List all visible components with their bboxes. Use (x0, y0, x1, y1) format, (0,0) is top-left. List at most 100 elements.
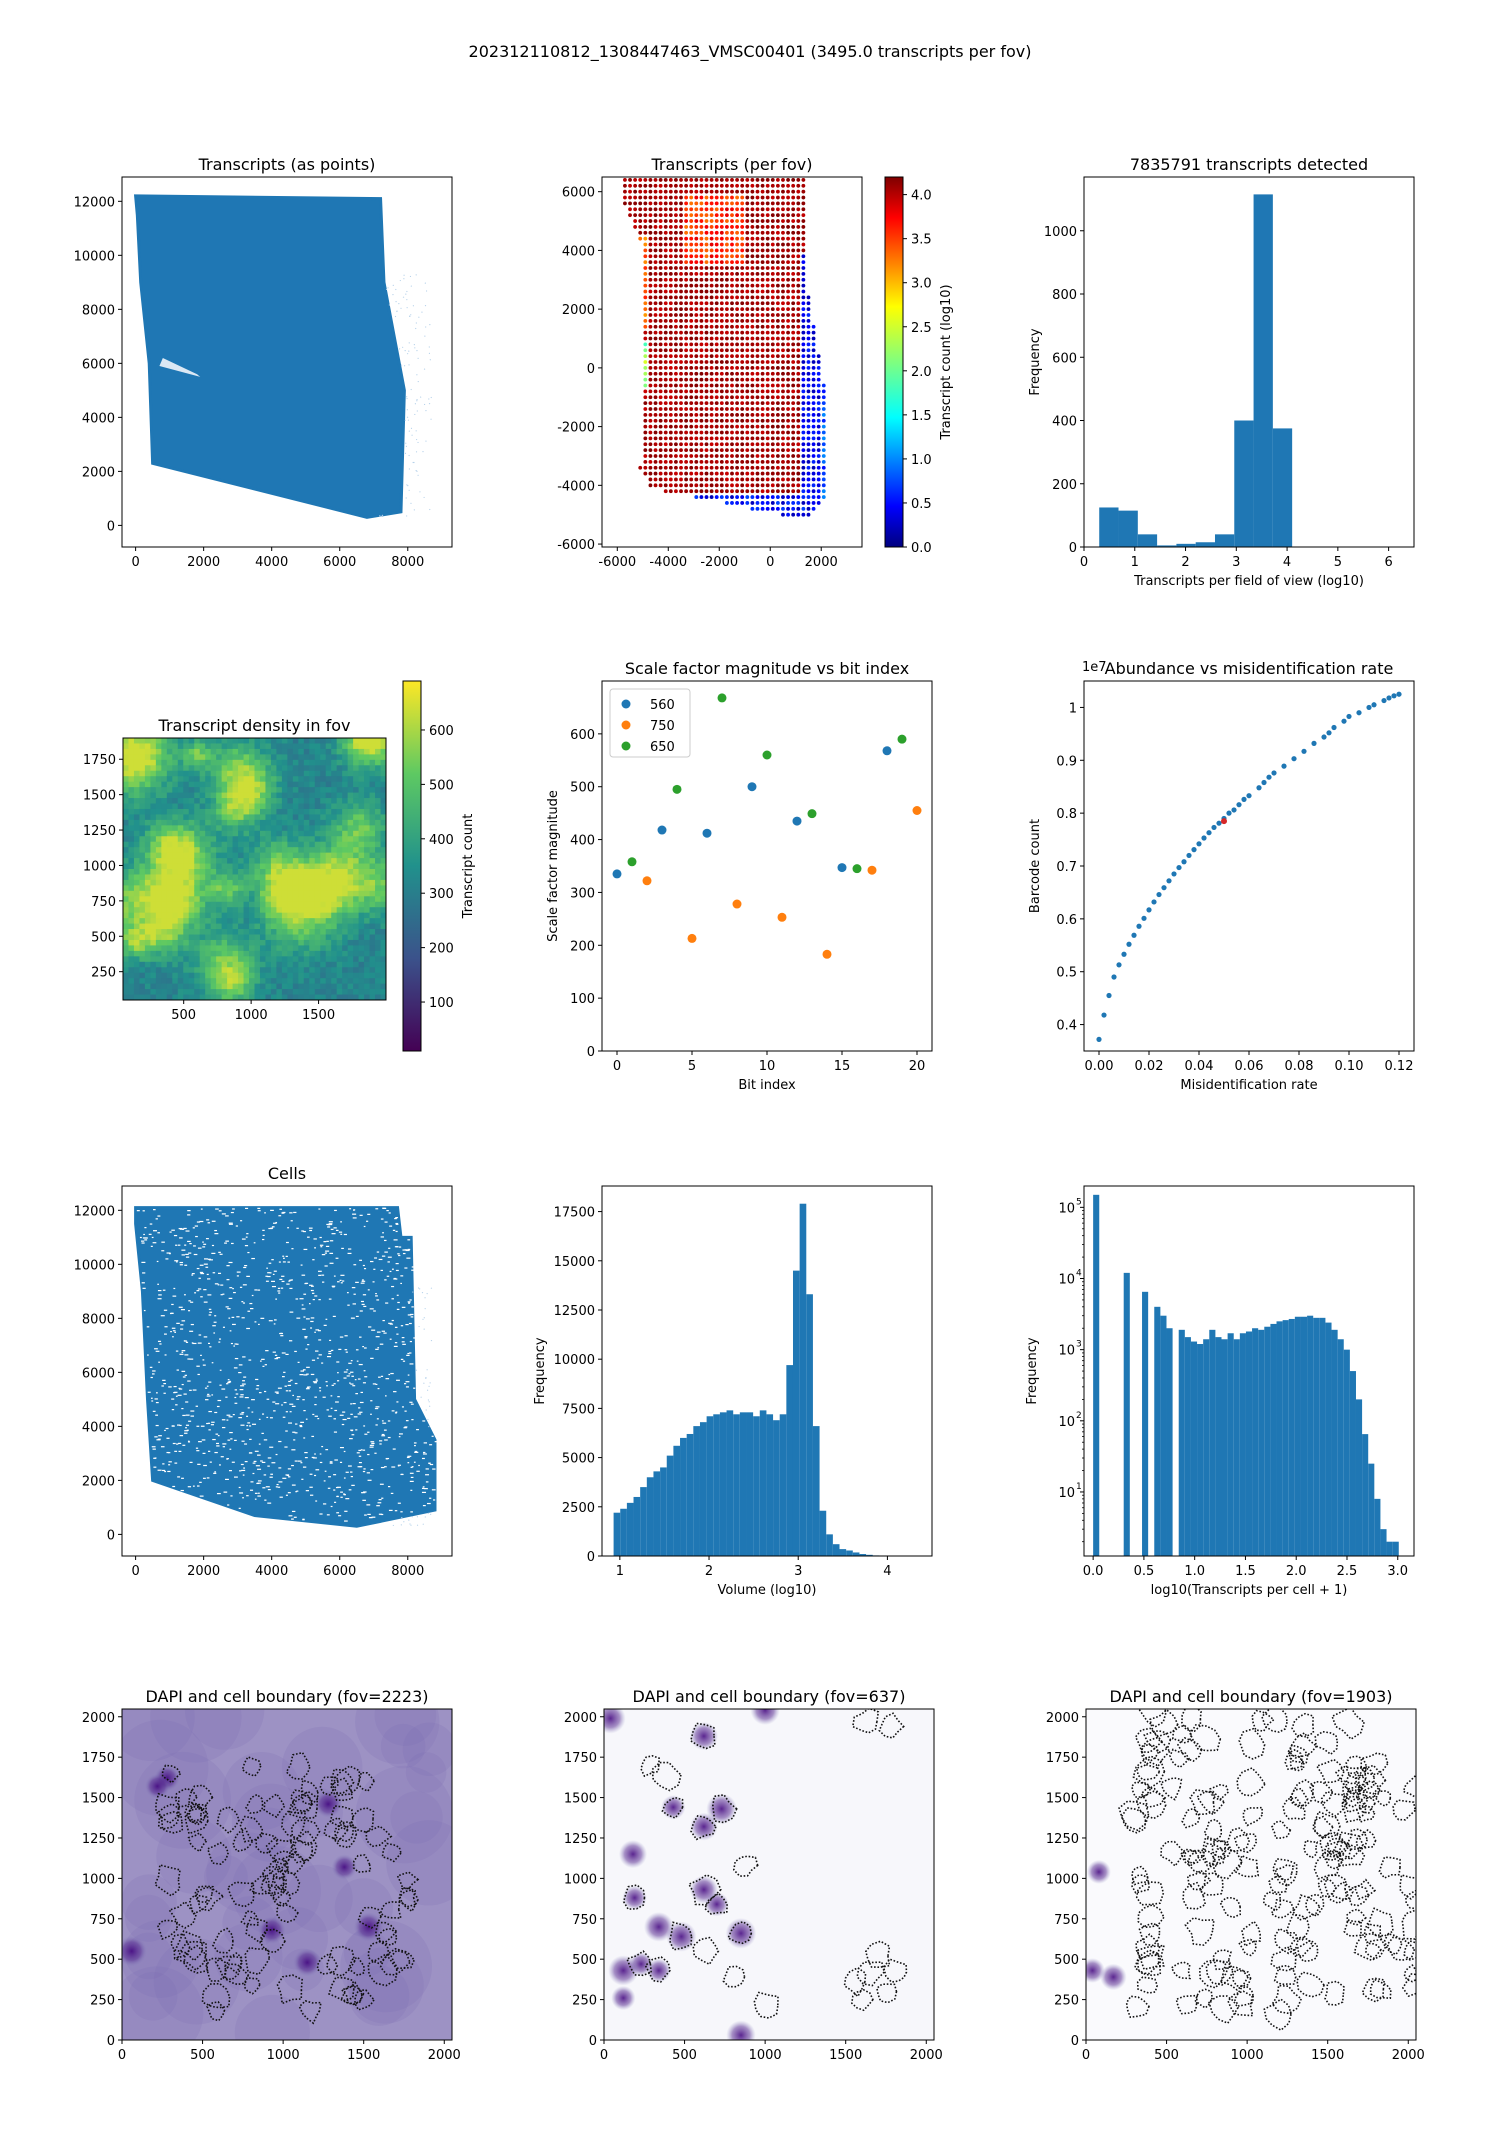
fov-point (821, 471, 826, 476)
density-cell (205, 956, 212, 963)
density-cell (216, 858, 223, 865)
fov-point (658, 219, 663, 223)
fov-point (668, 195, 673, 200)
cell-gap (395, 1223, 399, 1225)
density-cell (364, 907, 371, 914)
fov-point (648, 189, 653, 194)
density-cell (314, 907, 321, 914)
density-cell (205, 945, 212, 952)
fov-point (740, 236, 745, 241)
density-cell (249, 836, 255, 843)
data-point (1166, 878, 1172, 884)
density-cell (210, 923, 217, 930)
cell-gap (185, 1414, 190, 1416)
fov-point (730, 213, 734, 218)
density-cell (123, 841, 129, 848)
fov-point (811, 383, 816, 388)
density-cell (172, 759, 179, 766)
density-cell (331, 787, 338, 794)
fov-point (679, 213, 683, 218)
fov-point (735, 389, 739, 394)
fov-point (801, 501, 806, 505)
fov-point (816, 383, 821, 388)
fov-point (668, 236, 673, 241)
density-cell (303, 918, 310, 925)
fov-point (725, 301, 729, 306)
colorbar-tick-label: 600 (429, 724, 454, 739)
density-cell (320, 781, 327, 788)
fov-point (770, 318, 775, 323)
fov-point (648, 183, 653, 188)
fov-point (786, 365, 790, 370)
fov-point (781, 330, 785, 335)
fov-point (801, 189, 806, 194)
fov-point (668, 266, 673, 270)
density-cell (161, 983, 168, 990)
density-cell (205, 858, 212, 865)
density-cell (205, 776, 212, 783)
density-cell (123, 787, 129, 794)
density-cell (265, 923, 272, 930)
fov-point (714, 195, 719, 200)
density-cell (320, 787, 327, 794)
density-cell (298, 803, 305, 810)
fov-point (704, 360, 709, 364)
density-cell (276, 879, 283, 886)
fov-point (811, 418, 816, 423)
density-cell (276, 956, 283, 963)
fov-point (725, 277, 729, 282)
y-tick-label: 200 (570, 939, 595, 954)
cell-gap (254, 1450, 259, 1452)
fov-point (674, 448, 678, 452)
fov-point (811, 324, 816, 329)
fov-point (699, 307, 704, 312)
density-cell (144, 896, 151, 903)
density-cell (336, 792, 343, 799)
density-cell (243, 929, 250, 935)
fov-point (714, 442, 719, 447)
density-cell (375, 781, 382, 788)
density-cell (254, 798, 261, 804)
fov-point (689, 219, 694, 223)
cell-gap (421, 1487, 425, 1489)
density-cell (249, 776, 255, 783)
density-cell (249, 967, 255, 974)
density-cell (172, 967, 179, 974)
density-cell (292, 945, 299, 952)
fov-point (730, 448, 734, 452)
fov-point (684, 213, 689, 218)
fov-point (770, 501, 775, 505)
density-cell (188, 787, 195, 794)
fov-point (750, 272, 755, 276)
data-point (1236, 802, 1242, 808)
density-cell (216, 808, 223, 815)
data-point (1321, 734, 1327, 740)
density-cell (314, 912, 321, 919)
density-cell (358, 792, 365, 799)
density-cell (298, 961, 305, 968)
density-cell (199, 770, 206, 777)
density-cell (276, 983, 283, 990)
density-cell (139, 983, 146, 990)
subplot-title: Transcript density in fov (158, 716, 351, 735)
density-cell (320, 956, 327, 963)
density-cell (161, 765, 168, 772)
fov-point (811, 365, 816, 370)
fov-point (648, 236, 653, 241)
density-cell (150, 759, 157, 766)
fov-point (689, 189, 694, 194)
cell-gap (169, 1231, 172, 1233)
fov-point (653, 477, 658, 482)
density-cell (172, 950, 179, 957)
fov-point (714, 236, 719, 241)
fov-point (704, 207, 709, 212)
density-cell (309, 890, 316, 897)
fov-point (633, 207, 638, 212)
fov-point (699, 371, 704, 376)
fov-point (704, 318, 709, 323)
fov-point (648, 201, 653, 206)
density-cell (276, 885, 283, 892)
density-cell (281, 792, 288, 799)
density-cell (249, 890, 255, 897)
density-cell (314, 738, 321, 744)
